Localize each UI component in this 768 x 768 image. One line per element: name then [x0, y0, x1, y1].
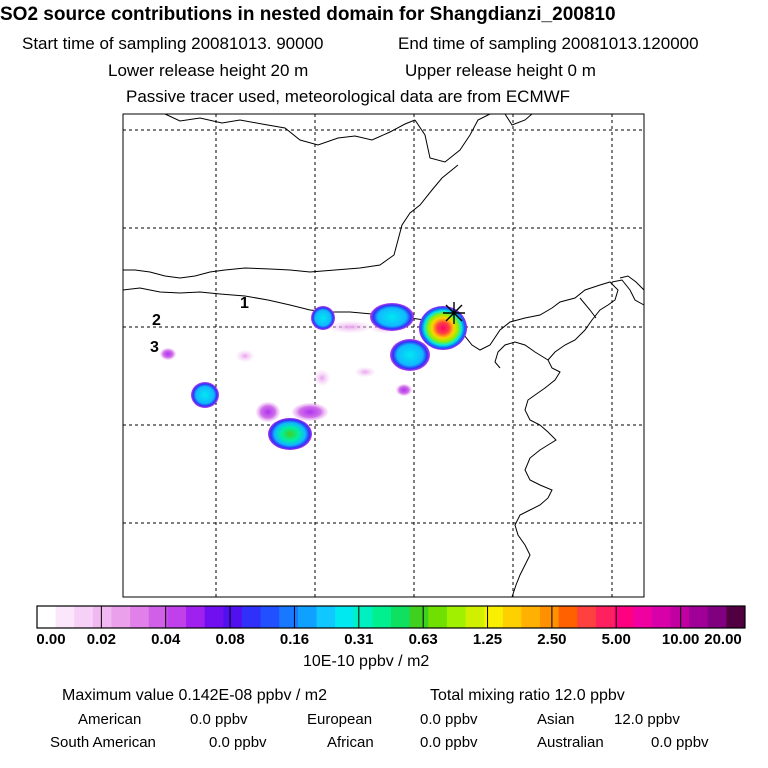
colorbar-cell	[502, 606, 522, 628]
colorbar-tick-label: 0.08	[215, 631, 245, 648]
colorbar-cell	[391, 606, 411, 628]
colorbar-cell	[409, 606, 429, 628]
colorbar-cell	[558, 606, 578, 628]
colorbar-cell	[446, 606, 467, 628]
colorbar-tick-label: 0.04	[151, 631, 181, 648]
colorbar-cell	[92, 606, 113, 628]
map-frame	[122, 113, 645, 598]
end-time-label: End time of sampling 20081013.120000	[398, 34, 699, 53]
colorbar-cell	[167, 606, 187, 628]
asian-value: 12.0 ppbv	[614, 711, 680, 728]
african-value: 0.0 ppbv	[420, 734, 478, 751]
colorbar-cell	[577, 606, 597, 628]
european-value: 0.0 ppbv	[420, 711, 478, 728]
south-american-value: 0.0 ppbv	[209, 734, 267, 751]
upper-release-label: Upper release height 0 m	[405, 61, 596, 80]
colorbar-tick-label: 10.00	[661, 631, 700, 648]
colorbar-tick-label: 2.50	[537, 631, 567, 648]
map-label-3: 3	[150, 339, 159, 356]
coastlines-borders	[122, 113, 645, 598]
australian-value: 0.0 ppbv	[651, 734, 709, 751]
colorbar-cell	[37, 606, 57, 628]
colorbar-cell	[614, 606, 634, 628]
australian-label: Australian	[537, 734, 604, 751]
colorbar-cell	[484, 606, 504, 628]
colorbar-cell	[335, 606, 355, 628]
colorbar-cell	[148, 606, 168, 628]
lower-release-label: Lower release height 20 m	[108, 61, 309, 80]
colorbar-cell	[372, 606, 392, 628]
colorbar-unit: 10E-10 ppbv / m2	[303, 653, 430, 670]
colorbar-cells	[37, 606, 746, 628]
colorbar-tick-label: 0.63	[408, 631, 438, 648]
start-time-label: Start time of sampling 20081013. 90000	[22, 34, 324, 53]
colorbar-cell	[297, 606, 317, 628]
total-mixing-label: Total mixing ratio 12.0 ppbv	[430, 687, 625, 704]
colorbar-tick-label: 20.00	[704, 631, 742, 648]
asian-label: Asian	[537, 711, 575, 728]
source-marker	[443, 302, 465, 324]
african-label: African	[327, 734, 374, 751]
colorbar-tick-label: 1.25	[472, 631, 503, 648]
tracer-note: Passive tracer used, meteorological data…	[126, 87, 571, 106]
colorbar-cell	[651, 606, 671, 628]
map-label-1: 1	[240, 295, 249, 312]
colorbar-cell	[540, 606, 560, 628]
colorbar-tick-label: 5.00	[601, 631, 631, 648]
american-label: American	[78, 711, 142, 728]
colorbar-cell	[74, 606, 94, 628]
colorbar-cell	[111, 606, 131, 628]
colorbar-cell	[465, 606, 485, 628]
european-label: European	[307, 711, 373, 728]
colorbar-cell	[633, 606, 653, 628]
max-value-label: Maximum value 0.142E-08 ppbv / m2	[62, 687, 328, 704]
colorbar-tick-label: 0.31	[344, 631, 374, 648]
chart-title: SO2 source contributions in nested domai…	[0, 4, 616, 25]
colorbar-cell	[204, 606, 224, 628]
concentration-field	[160, 303, 467, 450]
colorbar-cell	[726, 606, 746, 628]
colorbar-cell	[670, 606, 690, 628]
south-american-label: South American	[50, 734, 156, 751]
colorbar-cell	[689, 606, 709, 628]
colorbar-cell	[353, 606, 373, 628]
colorbar-cell	[521, 606, 541, 628]
colorbar-tick-label: 0.16	[279, 631, 310, 648]
colorbar-cell	[279, 606, 299, 628]
colorbar-cell	[316, 606, 336, 628]
colorbar-cell	[186, 606, 206, 628]
colorbar-cell	[241, 606, 262, 628]
map-label-2: 2	[152, 312, 161, 329]
colorbar-cell	[130, 606, 150, 628]
colorbar-cell	[595, 606, 616, 628]
american-value: 0.0 ppbv	[190, 711, 248, 728]
colorbar-cell	[707, 606, 727, 628]
colorbar-cell	[223, 606, 243, 628]
colorbar-tick-label: 0.00	[36, 631, 66, 648]
colorbar-cell	[55, 606, 75, 628]
colorbar-cell	[260, 606, 280, 628]
colorbar-tick-label: 0.02	[86, 631, 116, 648]
colorbar-cell	[428, 606, 448, 628]
